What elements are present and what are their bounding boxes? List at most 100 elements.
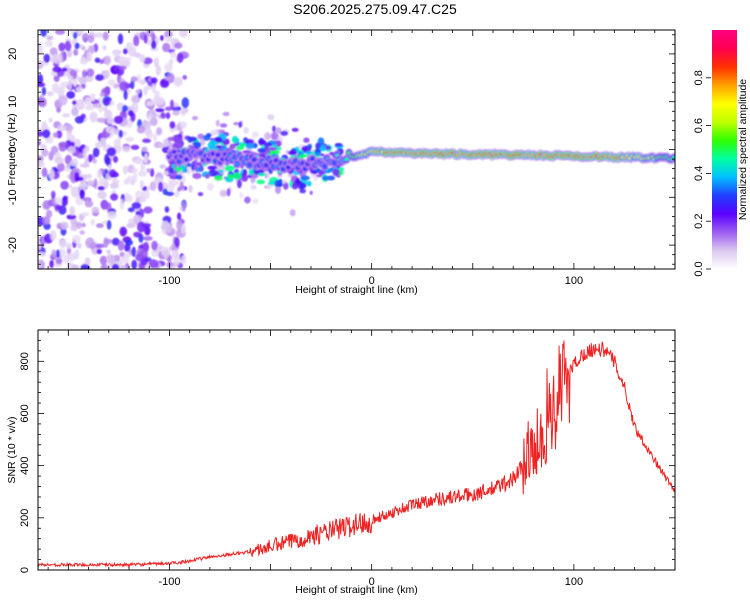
heatmap-cell	[97, 169, 102, 179]
heatmap-cell	[89, 111, 98, 123]
heatmap-cell	[44, 40, 54, 48]
heatmap-cell	[165, 223, 173, 233]
heatmap-cell	[119, 251, 126, 258]
heatmap-cell	[56, 130, 63, 139]
heatmap-cell	[131, 259, 138, 269]
heatmap-cell	[237, 179, 242, 189]
heatmap-cell	[60, 180, 69, 190]
heatmap-cell	[127, 207, 135, 213]
heatmap-cell	[130, 76, 138, 82]
heatmap-cell	[117, 240, 125, 251]
heatmap-cell	[58, 86, 65, 96]
heatmap-cell	[175, 174, 183, 180]
heatmap-cell	[70, 217, 78, 227]
y-axis-label: Frequency (Hz)	[6, 113, 18, 185]
heatmap-cell	[81, 33, 90, 42]
heatmap-cell	[50, 196, 56, 206]
heatmap-cell	[92, 147, 100, 158]
heatmap-cell	[41, 121, 48, 132]
y-tick-label: 200	[19, 509, 31, 527]
heatmap-cell	[80, 212, 90, 217]
heatmap-cell	[149, 117, 158, 126]
heatmap-cell	[70, 186, 80, 198]
heatmap-cell	[89, 241, 96, 250]
heatmap-cell	[133, 172, 138, 184]
heatmap-cell	[122, 145, 131, 153]
heatmap-cell	[344, 157, 349, 162]
heatmap-cell	[206, 133, 212, 138]
heatmap-cell	[79, 56, 88, 65]
heatmap-cell	[170, 99, 174, 109]
heatmap-cell	[51, 190, 56, 199]
heatmap-cell	[267, 114, 275, 121]
heatmap-cell	[38, 49, 44, 55]
heatmap-cell	[188, 185, 193, 193]
heatmap-cell	[142, 57, 153, 65]
heatmap-cell	[79, 230, 85, 235]
heatmap-cell	[278, 178, 283, 185]
heatmap-cell	[127, 46, 137, 57]
heatmap-cell	[151, 240, 158, 251]
heatmap-cell	[131, 102, 139, 113]
heatmap-cell	[54, 157, 65, 165]
y-tick-label: 600	[19, 404, 31, 422]
x-tick-label: 0	[369, 576, 375, 588]
heatmap-cell	[86, 179, 95, 187]
heatmap-cell	[182, 75, 187, 80]
heatmap-cell	[69, 206, 76, 216]
heatmap-cell	[168, 58, 174, 65]
heatmap-cell	[289, 209, 296, 217]
heatmap-cell	[103, 237, 109, 248]
colorbar-tick-label: 0.0	[693, 261, 705, 276]
x-tick-label: 100	[565, 576, 583, 588]
heatmap-cell	[266, 173, 271, 179]
heatmap-cell	[155, 30, 164, 33]
heatmap-cell	[45, 209, 53, 218]
y-axis-label: SNR (10 * v/v)	[6, 416, 18, 483]
heatmap-cell	[306, 180, 312, 187]
heatmap-cell	[135, 89, 141, 94]
heatmap-cell	[133, 35, 140, 47]
heatmap-cell	[94, 243, 105, 249]
heatmap-cell	[57, 124, 67, 131]
heatmap-cell	[264, 163, 269, 167]
heatmap-cell	[53, 53, 63, 65]
heatmap-cell	[145, 111, 153, 120]
heatmap-cell	[242, 150, 251, 154]
heatmap-cell	[138, 249, 148, 259]
heatmap-cell	[127, 110, 134, 117]
heatmap-cell	[81, 222, 86, 228]
heatmap-cell	[96, 223, 104, 229]
heatmap-cell	[207, 183, 214, 191]
heatmap-cell	[38, 60, 44, 70]
heatmap-cell	[139, 54, 146, 63]
heatmap-cell	[131, 167, 138, 173]
heatmap-cell	[126, 42, 133, 47]
heatmap-cell	[79, 189, 85, 200]
heatmap-cell	[171, 106, 182, 112]
colorbar-label: Normalized spectral amplitude	[737, 79, 749, 220]
heatmap-cell	[193, 165, 199, 171]
heatmap-cell	[180, 164, 186, 172]
heatmap-cell	[219, 189, 228, 197]
x-tick-label: -100	[158, 275, 180, 287]
heatmap-cell	[252, 198, 259, 204]
heatmap-cell	[146, 168, 151, 173]
heatmap-cell	[105, 254, 116, 263]
heatmap-cell	[90, 93, 96, 102]
heatmap-cell	[50, 230, 57, 241]
heatmap-cell	[86, 68, 95, 78]
heatmap-cell	[270, 132, 279, 141]
heatmap-cell	[60, 221, 69, 230]
heatmap-cell	[95, 74, 104, 81]
heatmap-cell	[99, 255, 108, 266]
heatmap-cell	[74, 138, 81, 148]
heatmap-cell	[171, 249, 179, 259]
heatmap-cell	[171, 265, 177, 269]
heatmap-cell	[143, 241, 150, 253]
heatmap-cell	[124, 194, 133, 203]
heatmap-cell	[275, 146, 282, 151]
heatmap-cell	[42, 216, 51, 225]
heatmap-cell	[80, 264, 90, 269]
